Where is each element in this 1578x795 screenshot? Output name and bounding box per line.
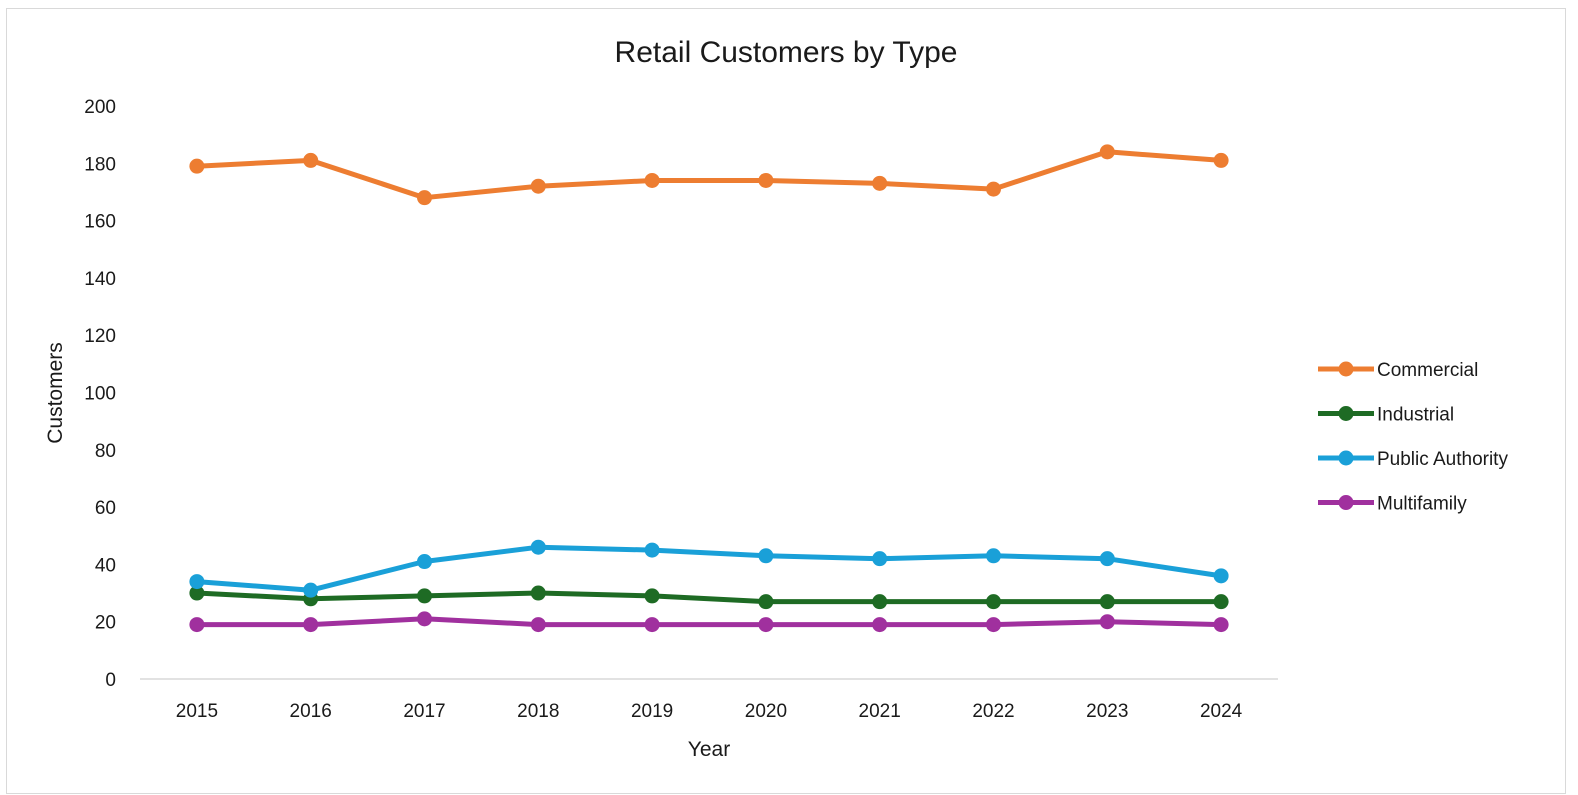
y-tick-label: 140 [84, 269, 116, 290]
data-point-industrial [644, 588, 660, 604]
data-point-industrial [530, 585, 546, 601]
data-point-commercial [758, 172, 774, 188]
legend-item-public-authority: Public Authority [1318, 449, 1508, 470]
data-point-multifamily [1213, 617, 1229, 633]
y-tick-label: 100 [84, 384, 116, 405]
legend-item-commercial: Commercial [1318, 360, 1478, 381]
x-tick-label: 2020 [745, 701, 787, 722]
data-point-multifamily [986, 617, 1001, 633]
y-tick-label: 180 [84, 154, 116, 175]
data-point-industrial [872, 594, 888, 610]
data-point-commercial [417, 190, 432, 206]
data-point-industrial [986, 594, 1001, 610]
series-industrial [189, 585, 1229, 610]
data-point-public-authority [530, 539, 546, 555]
y-tick-label: 200 [84, 97, 116, 118]
data-point-commercial [303, 152, 319, 168]
legend: Commercial Industrial Public Authority Mult… [1318, 360, 1508, 515]
x-tick-label: 2016 [290, 701, 332, 722]
series-group [189, 144, 1229, 633]
data-point-commercial [1099, 144, 1115, 160]
data-point-industrial [417, 588, 432, 604]
x-tick-label: 2024 [1200, 701, 1243, 722]
x-axis-ticks: 2015 2016 2017 2018 2019 2020 2021 2022 2023 2024 [176, 701, 1243, 722]
data-point-multifamily [758, 617, 774, 633]
legend-swatch-marker [1338, 361, 1354, 377]
legend-swatch-marker [1338, 406, 1354, 421]
y-tick-label: 80 [95, 441, 116, 462]
legend-swatch-marker [1338, 450, 1354, 466]
data-point-public-authority [417, 554, 432, 570]
data-point-industrial [189, 585, 205, 601]
x-tick-label: 2018 [517, 701, 559, 722]
data-point-industrial [1213, 594, 1229, 610]
data-point-multifamily [872, 617, 888, 633]
y-tick-label: 40 [95, 555, 116, 576]
legend-label: Industrial [1377, 405, 1454, 426]
data-point-public-authority [303, 582, 319, 598]
x-tick-label: 2017 [403, 701, 445, 722]
data-point-multifamily [644, 617, 660, 633]
y-axis-title: Customers [44, 342, 67, 444]
legend-label: Multifamily [1377, 494, 1467, 515]
x-tick-label: 2023 [1086, 701, 1128, 722]
data-point-multifamily [189, 617, 205, 633]
data-point-public-authority [758, 548, 774, 564]
y-tick-label: 120 [84, 326, 116, 347]
data-point-multifamily [530, 617, 546, 633]
x-axis-title: Year [688, 738, 730, 761]
data-point-multifamily [303, 617, 319, 633]
series-line-industrial [194, 590, 1224, 605]
legend-label: Public Authority [1377, 449, 1508, 470]
y-axis-ticks: 0 20 40 60 80 100 120 140 160 180 200 [84, 97, 116, 691]
legend-swatch-marker [1338, 495, 1354, 510]
series-public-authority [189, 539, 1229, 598]
data-point-commercial [530, 178, 546, 194]
data-point-multifamily [417, 611, 432, 627]
series-line-commercial [194, 149, 1224, 201]
y-tick-label: 20 [95, 613, 116, 634]
legend-label: Commercial [1377, 360, 1478, 381]
data-point-public-authority [986, 548, 1001, 564]
data-point-public-authority [1213, 568, 1229, 584]
x-tick-label: 2022 [972, 701, 1014, 722]
x-tick-label: 2019 [631, 701, 673, 722]
data-point-public-authority [1099, 551, 1115, 567]
y-tick-label: 160 [84, 212, 116, 233]
x-tick-label: 2015 [176, 701, 218, 722]
data-point-industrial [758, 594, 774, 610]
data-point-public-authority [189, 574, 205, 590]
series-line-multifamily [194, 616, 1224, 628]
y-tick-label: 60 [95, 498, 116, 519]
data-point-public-authority [872, 551, 888, 567]
data-point-industrial [1099, 594, 1115, 610]
legend-item-industrial: Industrial [1318, 405, 1454, 426]
series-commercial [189, 144, 1229, 206]
data-point-multifamily [1099, 614, 1115, 630]
data-point-commercial [872, 175, 888, 191]
data-point-public-authority [644, 542, 660, 558]
x-tick-label: 2021 [859, 701, 901, 722]
data-point-commercial [644, 172, 660, 188]
chart-title: Retail Customers by Type [615, 36, 958, 69]
series-line-public-authority [194, 544, 1224, 593]
chart-frame [6, 8, 1566, 794]
y-tick-label: 0 [105, 670, 116, 691]
series-multifamily [189, 611, 1229, 633]
data-point-commercial [986, 181, 1001, 197]
legend-item-multifamily: Multifamily [1318, 494, 1467, 515]
data-point-commercial [189, 158, 205, 174]
data-point-commercial [1213, 152, 1229, 168]
